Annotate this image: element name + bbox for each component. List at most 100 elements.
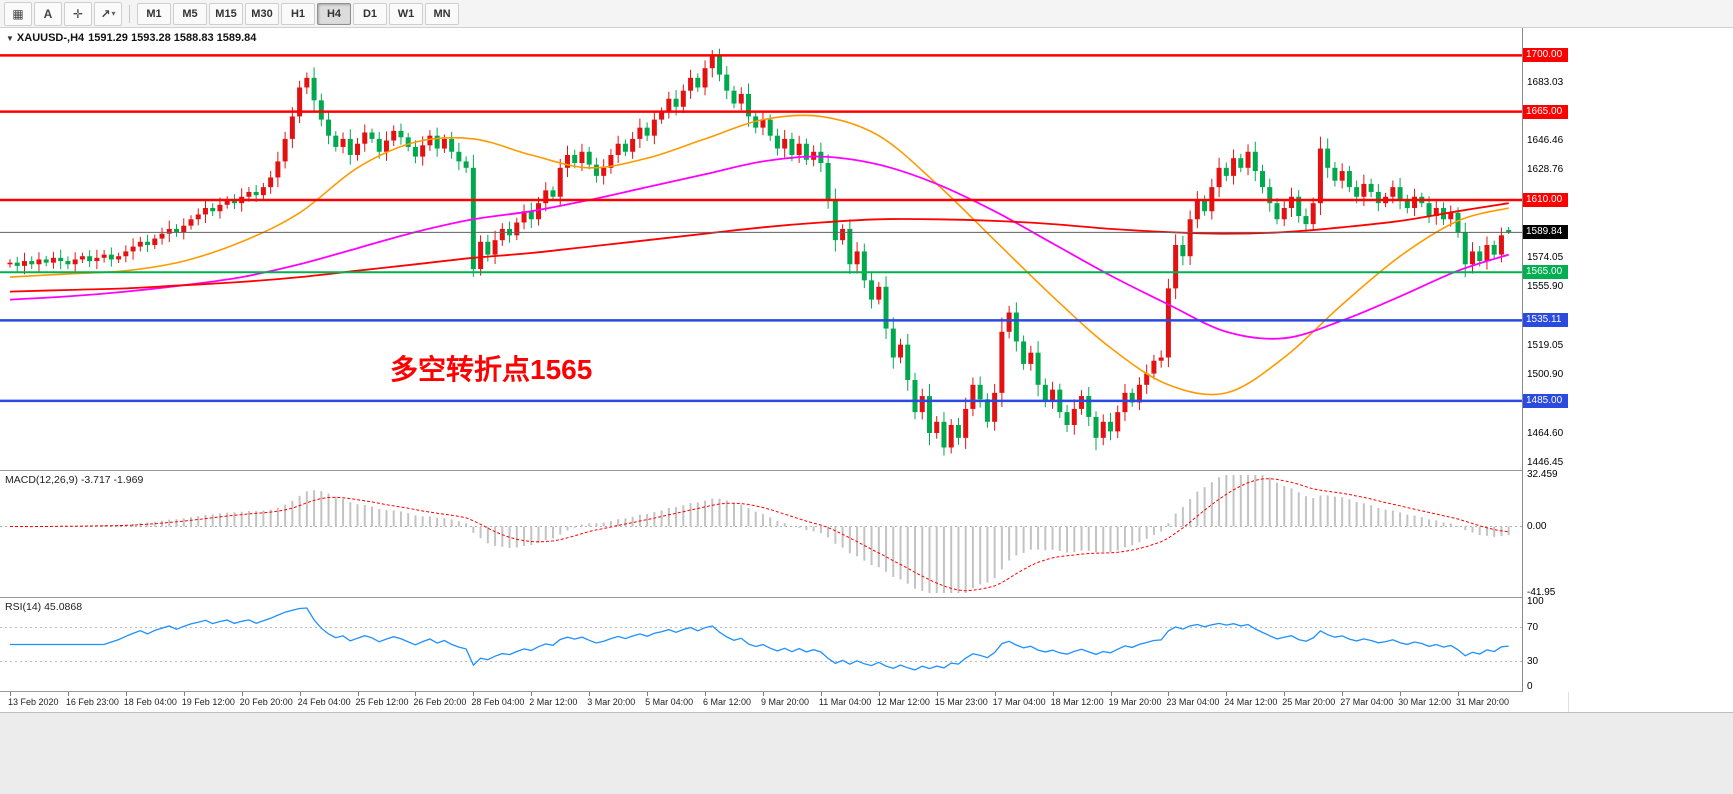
market-watch-grid-icon[interactable]: ▦ xyxy=(4,1,32,26)
macd-pane[interactable]: MACD(12,26,9) -3.717 -1.969 xyxy=(0,471,1522,597)
time-axis-tick xyxy=(1226,692,1228,696)
time-axis-tick xyxy=(705,692,706,696)
rsi-pane[interactable]: RSI(14) 45.0868 xyxy=(0,598,1522,691)
time-axis-tick xyxy=(299,692,301,696)
time-axis-label: 19 Feb 12:00 xyxy=(181,697,235,707)
chart-ohlc-values: 1591.29 1593.28 1588.83 1589.84 xyxy=(88,32,257,44)
time-axis-label: 18 Feb 04:00 xyxy=(123,697,177,707)
timeframe-mn-button[interactable]: MN xyxy=(425,2,459,25)
bottom-panel xyxy=(0,712,1733,794)
top-toolbar: ▦ A ✛ ↗ ▾ M1 M5 M15 M30 H1 H4 D1 W1 MN xyxy=(0,0,1733,28)
chart-window: ▼ XAUUSD-,H4 1591.29 1593.28 1588.83 1589.… xyxy=(0,28,1569,712)
axis-label: 1519.05 xyxy=(1527,340,1564,352)
time-axis-label: 25 Feb 12:00 xyxy=(355,697,409,707)
timeframe-m5-button[interactable]: M5 xyxy=(173,2,207,25)
pane-separator[interactable] xyxy=(0,470,1568,471)
axis-label: 1464.60 xyxy=(1527,427,1564,439)
time-axis-label: 13 Feb 2020 xyxy=(8,697,59,707)
time-axis-tick xyxy=(241,692,243,696)
time-axis-label: 30 Mar 12:00 xyxy=(1398,697,1452,707)
rsi-line xyxy=(10,607,1509,671)
axis-label: 70 xyxy=(1527,621,1539,633)
price-axis-badge: 1589.84 xyxy=(1523,225,1568,240)
crosshair-icon[interactable]: ✛ xyxy=(64,1,92,26)
price-axis-badge: 1485.00 xyxy=(1523,393,1568,408)
time-axis-label: 23 Mar 04:00 xyxy=(1166,697,1220,707)
axis-label: 1555.90 xyxy=(1527,280,1564,292)
time-axis-label: 15 Mar 23:00 xyxy=(934,697,988,707)
macd-svg xyxy=(0,475,1522,593)
chart-annotation-text[interactable]: 多空转折点1565 xyxy=(390,354,593,385)
main-price-pane[interactable]: ▼ XAUUSD-,H4 1591.29 1593.28 1588.83 1589.… xyxy=(0,28,1522,470)
time-axis-tick xyxy=(936,692,938,696)
price-chart-svg xyxy=(0,48,1522,456)
time-axis-tick xyxy=(647,692,649,696)
price-axis-badge: 1610.00 xyxy=(1523,193,1568,207)
time-axis-label: 3 Mar 20:00 xyxy=(587,697,636,707)
time-axis-tick xyxy=(183,692,185,696)
time-axis-label: 9 Mar 20:00 xyxy=(761,697,810,707)
timeframe-h1-button[interactable]: H1 xyxy=(281,2,315,25)
time-axis-tick xyxy=(67,692,69,696)
time-axis-tick xyxy=(589,692,591,696)
axis-label: 30 xyxy=(1527,655,1539,667)
macd-histogram xyxy=(16,475,1510,593)
time-axis-tick xyxy=(1168,692,1170,696)
pane-separator[interactable] xyxy=(0,597,1568,598)
time-axis-label: 25 Mar 20:00 xyxy=(1282,697,1336,707)
timeframe-w1-button[interactable]: W1 xyxy=(389,2,423,25)
time-axis-tick xyxy=(1458,692,1459,696)
timeframe-m30-button[interactable]: M30 xyxy=(245,2,279,25)
time-axis-tick xyxy=(415,692,417,696)
time-axis-tick xyxy=(1052,692,1054,696)
time-axis-tick xyxy=(1400,692,1402,696)
time-axis-label: 27 Mar 04:00 xyxy=(1340,697,1394,707)
axis-label: -41.95 xyxy=(1527,587,1556,598)
macd-signal-line xyxy=(10,478,1509,592)
timeframe-d1-button[interactable]: D1 xyxy=(353,2,387,25)
time-axis-label: 20 Feb 20:00 xyxy=(239,697,293,707)
pane-separator xyxy=(0,691,1568,692)
axis-label: 1500.90 xyxy=(1527,369,1564,381)
price-axis-badge: 1665.00 xyxy=(1523,104,1568,119)
axis-label: 1628.76 xyxy=(1527,163,1564,175)
time-axis-tick xyxy=(994,692,996,696)
time-axis-label: 11 Mar 04:00 xyxy=(818,697,872,707)
time-axis-tick xyxy=(1342,692,1344,696)
time-axis-label: 19 Mar 20:00 xyxy=(1108,697,1162,707)
chart-symbol-period: XAUUSD-,H4 xyxy=(16,32,85,44)
draw-tools-icon[interactable]: ↗ ▾ xyxy=(94,1,122,26)
time-axis-tick xyxy=(10,692,11,696)
axis-label: 0.00 xyxy=(1527,520,1547,532)
ma-slow-line xyxy=(9,202,1509,293)
time-axis-tick xyxy=(820,692,822,696)
time-axis-label: 5 Mar 04:00 xyxy=(645,697,694,707)
timeframe-m1-button[interactable]: M1 xyxy=(137,2,171,25)
timeframe-group: M1 M5 M15 M30 H1 H4 D1 W1 MN xyxy=(137,2,459,25)
axis-label: 32.459 xyxy=(1527,469,1558,480)
time-axis-label: 28 Feb 04:00 xyxy=(471,697,525,707)
axis-label: 1446.45 xyxy=(1527,456,1564,468)
price-axis[interactable]: 1700.00 1683.03 1665.00 1646.46 1628.76 1610.… xyxy=(1522,28,1569,692)
time-axis-tick xyxy=(125,692,127,696)
chart-header: ▼ XAUUSD-,H4 1591.29 1593.28 1588.83 1589.… xyxy=(6,32,260,44)
time-axis-label: 16 Feb 23:00 xyxy=(65,697,119,707)
time-axis-tick xyxy=(763,692,764,696)
toolbar-separator xyxy=(129,4,130,23)
time-axis[interactable]: 13 Feb 2020 16 Feb 23:00 18 Feb 04:00 19 Fe… xyxy=(0,692,1568,712)
time-axis-tick xyxy=(531,692,533,696)
rsi-svg xyxy=(0,607,1522,671)
chart-collapse-icon[interactable]: ▼ xyxy=(6,34,14,43)
macd-label: MACD(12,26,9) -3.717 -1.969 xyxy=(5,474,144,486)
price-axis-badge: 1565.00 xyxy=(1523,265,1568,280)
time-axis-label: 17 Mar 04:00 xyxy=(992,697,1046,707)
toolbar-icon-group: ▦ A ✛ ↗ ▾ xyxy=(4,1,122,26)
time-axis-label: 6 Mar 12:00 xyxy=(703,697,752,707)
axis-label: 1646.46 xyxy=(1527,135,1564,147)
time-axis-label: 2 Mar 12:00 xyxy=(529,697,578,707)
timeframe-h4-button[interactable]: H4 xyxy=(317,2,351,25)
text-label-icon[interactable]: A xyxy=(34,1,62,26)
timeframe-m15-button[interactable]: M15 xyxy=(209,2,243,25)
candles-layer xyxy=(7,48,1512,456)
